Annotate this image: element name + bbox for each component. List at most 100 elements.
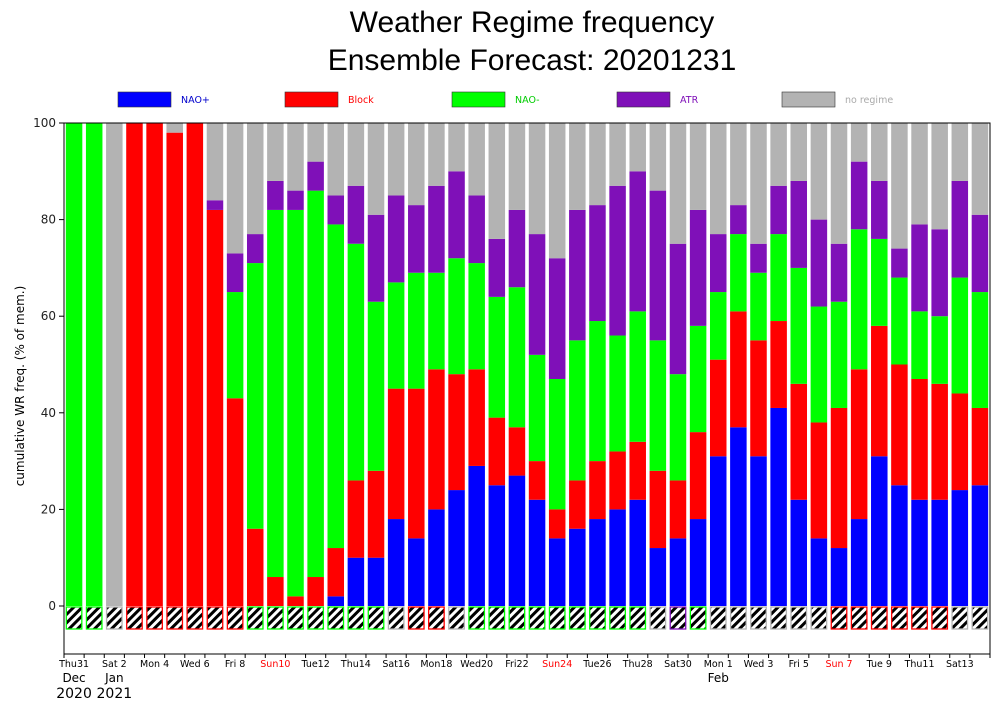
bar-nao-: [730, 427, 747, 606]
dominant-regime-marker: [790, 606, 808, 630]
y-tick-label: 100: [33, 116, 56, 130]
bar-nao-: [790, 499, 808, 606]
legend-swatch-nao-: [117, 91, 172, 108]
bar-atr: [307, 161, 324, 191]
bar-atr: [871, 180, 888, 239]
dominant-regime-marker: [629, 606, 647, 630]
dominant-regime-marker: [266, 606, 284, 630]
bar-no-regime: [951, 123, 969, 181]
bar-nao-: [468, 465, 485, 606]
bar-no-regime: [387, 123, 405, 196]
y-tick-label: 0: [48, 599, 56, 613]
bar-no-regime: [911, 123, 928, 225]
dominant-regime-marker: [709, 606, 727, 630]
bar-block: [287, 596, 304, 606]
bar-no-regime: [689, 123, 707, 210]
bar-nao-: [428, 509, 445, 606]
bar-no-regime: [106, 123, 123, 606]
bar-nao-: [810, 538, 828, 606]
chart-title: Weather Regime frequency: [350, 6, 715, 39]
x-tick-label: Thu31: [58, 659, 89, 670]
bar-atr: [367, 214, 385, 302]
x-tick-label: Sat30: [664, 659, 692, 670]
y-axis-label: cumulative WR freq. (% of mem.): [13, 286, 27, 487]
dominant-regime-marker: [870, 606, 888, 630]
bar-nao-: [609, 509, 626, 606]
chart-bars: [65, 123, 989, 606]
bar-no-regime: [790, 123, 808, 181]
bar-nao-: [770, 407, 787, 606]
bar-nao-: [307, 190, 324, 578]
bar-no-regime: [810, 123, 828, 220]
legend-swatch-atr: [616, 91, 671, 108]
bar-nao-: [287, 209, 304, 597]
dominant-regime-marker: [750, 606, 767, 630]
bar-nao-: [730, 234, 747, 312]
bar-nao-: [689, 325, 707, 433]
dominant-regime-marker: [126, 606, 143, 630]
bar-block: [307, 577, 324, 606]
dominant-regime-marker: [226, 606, 244, 630]
bar-no-regime: [730, 123, 747, 206]
bar-block: [146, 123, 163, 606]
bar-nao-: [508, 287, 526, 428]
bar-nao-: [367, 557, 385, 606]
bar-nao-: [750, 456, 767, 606]
bar-block: [830, 407, 848, 549]
bar-block: [730, 311, 747, 428]
month-label: Feb: [708, 671, 729, 685]
bar-no-regime: [307, 123, 324, 162]
bar-block: [971, 407, 989, 486]
bar-block: [951, 393, 969, 491]
bar-no-regime: [246, 123, 264, 235]
dominant-regime-marker: [468, 606, 486, 630]
dominant-regime-marker: [186, 606, 204, 630]
bar-no-regime: [327, 123, 345, 196]
bar-no-regime: [669, 123, 687, 244]
x-tick-label: Thu11: [904, 659, 935, 670]
dominant-regime-markers: [65, 606, 989, 630]
bar-no-regime: [448, 123, 465, 172]
x-tick-label: Tue 9: [866, 659, 892, 670]
bar-atr: [508, 209, 526, 288]
bar-no-regime: [226, 123, 244, 254]
bar-atr: [408, 205, 425, 273]
bar-no-regime: [871, 123, 888, 181]
dominant-regime-marker: [448, 606, 465, 630]
legend-label: ATR: [680, 95, 699, 106]
bar-block: [709, 359, 727, 457]
bar-block: [508, 427, 526, 476]
bar-nao-: [387, 282, 405, 389]
bar-block: [408, 388, 425, 539]
dominant-regime-marker: [931, 606, 949, 630]
x-tick-label: Fri 5: [789, 659, 809, 670]
bar-nao-: [750, 272, 767, 341]
bar-nao-: [911, 499, 928, 606]
bar-no-regime: [267, 123, 284, 181]
bar-block: [166, 132, 183, 606]
x-tick-label: Wed 6: [180, 659, 210, 670]
bar-no-regime: [408, 123, 425, 206]
bar-nao-: [548, 538, 566, 606]
bar-nao-: [951, 277, 969, 394]
bar-atr: [287, 190, 304, 210]
dominant-regime-marker: [669, 606, 687, 630]
x-tick-label: Thu14: [340, 659, 371, 670]
bar-no-regime: [569, 123, 586, 210]
dominant-regime-marker: [609, 606, 626, 630]
dominant-regime-marker: [246, 606, 264, 630]
bar-nao-: [770, 234, 787, 322]
bar-nao-: [709, 456, 727, 606]
bar-no-regime: [428, 123, 445, 186]
bar-block: [891, 364, 908, 486]
bar-nao-: [931, 316, 948, 384]
bar-nao-: [830, 301, 848, 408]
year-label: 2021: [97, 686, 133, 702]
dominant-regime-marker: [367, 606, 385, 630]
bar-nao-: [589, 519, 606, 606]
bar-block: [367, 470, 385, 558]
bar-no-regime: [609, 123, 626, 186]
bar-nao-: [528, 354, 546, 462]
bar-no-regime: [850, 123, 868, 162]
bar-atr: [931, 229, 948, 317]
